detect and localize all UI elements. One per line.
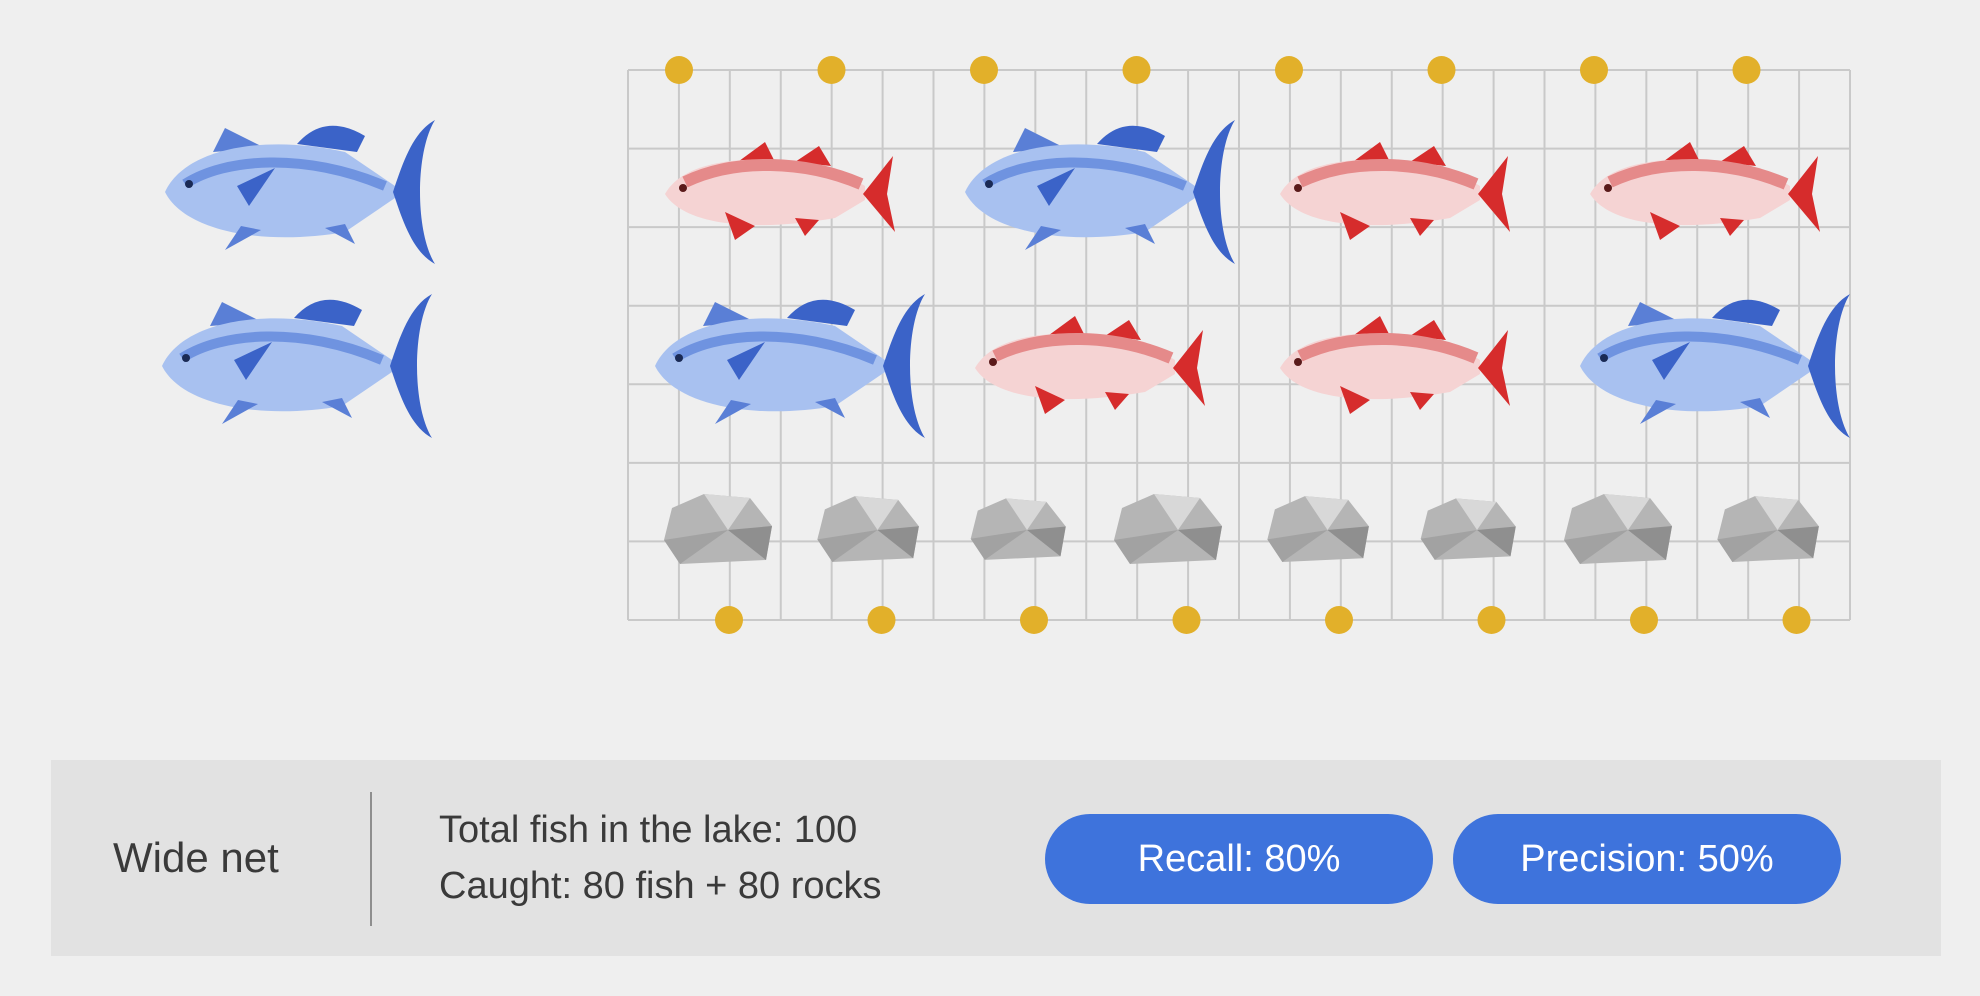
- net-float-bottom: [1172, 606, 1201, 634]
- catch-stats: Total fish in the lake: 100 Caught: 80 f…: [439, 802, 882, 914]
- salmon-fish-caught: [1590, 142, 1820, 240]
- rock-caught: [1717, 496, 1819, 562]
- net-float-top: [1275, 56, 1303, 84]
- recall-badge: Recall: 80%: [1045, 814, 1433, 904]
- net-float-bottom: [1325, 606, 1353, 634]
- net-float-bottom: [1477, 606, 1506, 634]
- caught-text: Caught: 80 fish + 80 rocks: [439, 865, 882, 907]
- tuna-fish-uncaught: [165, 120, 435, 264]
- net-float-top: [665, 56, 693, 84]
- net-float-top: [817, 56, 846, 84]
- rock-caught: [1114, 494, 1222, 564]
- salmon-fish-caught: [975, 316, 1205, 414]
- rock-caught: [664, 494, 772, 564]
- net-float-bottom: [1020, 606, 1048, 634]
- net-title: Wide net: [113, 834, 279, 881]
- tuna-fish-caught: [655, 294, 925, 438]
- rock-caught: [970, 498, 1066, 560]
- net-float-top: [970, 56, 998, 84]
- net-float-bottom: [1630, 606, 1658, 634]
- rock-caught: [1267, 496, 1369, 562]
- caught-rocks-group: [664, 494, 1819, 564]
- net-floats: [665, 56, 1811, 634]
- net-float-top: [1122, 56, 1151, 84]
- divider: [370, 792, 372, 926]
- net-float-top: [1580, 56, 1608, 84]
- net-float-top: [1427, 56, 1456, 84]
- rock-caught: [1564, 494, 1672, 564]
- salmon-fish-caught: [1280, 142, 1510, 240]
- uncaught-fish-group: [162, 120, 435, 438]
- net-float-bottom: [867, 606, 896, 634]
- total-fish-text: Total fish in the lake: 100: [439, 809, 858, 851]
- rock-caught: [817, 496, 919, 562]
- precision-badge: Precision: 50%: [1453, 814, 1841, 904]
- info-bar: Wide net Total fish in the lake: 100 Cau…: [51, 760, 1941, 956]
- net-float-bottom: [715, 606, 743, 634]
- rock-caught: [1420, 498, 1516, 560]
- net-float-bottom: [1782, 606, 1811, 634]
- tuna-fish-caught: [965, 120, 1235, 264]
- tuna-fish-uncaught: [162, 294, 432, 438]
- salmon-fish-caught: [1280, 316, 1510, 414]
- net-float-top: [1732, 56, 1761, 84]
- caught-fish-group: [655, 120, 1850, 438]
- tuna-fish-caught: [1580, 294, 1850, 438]
